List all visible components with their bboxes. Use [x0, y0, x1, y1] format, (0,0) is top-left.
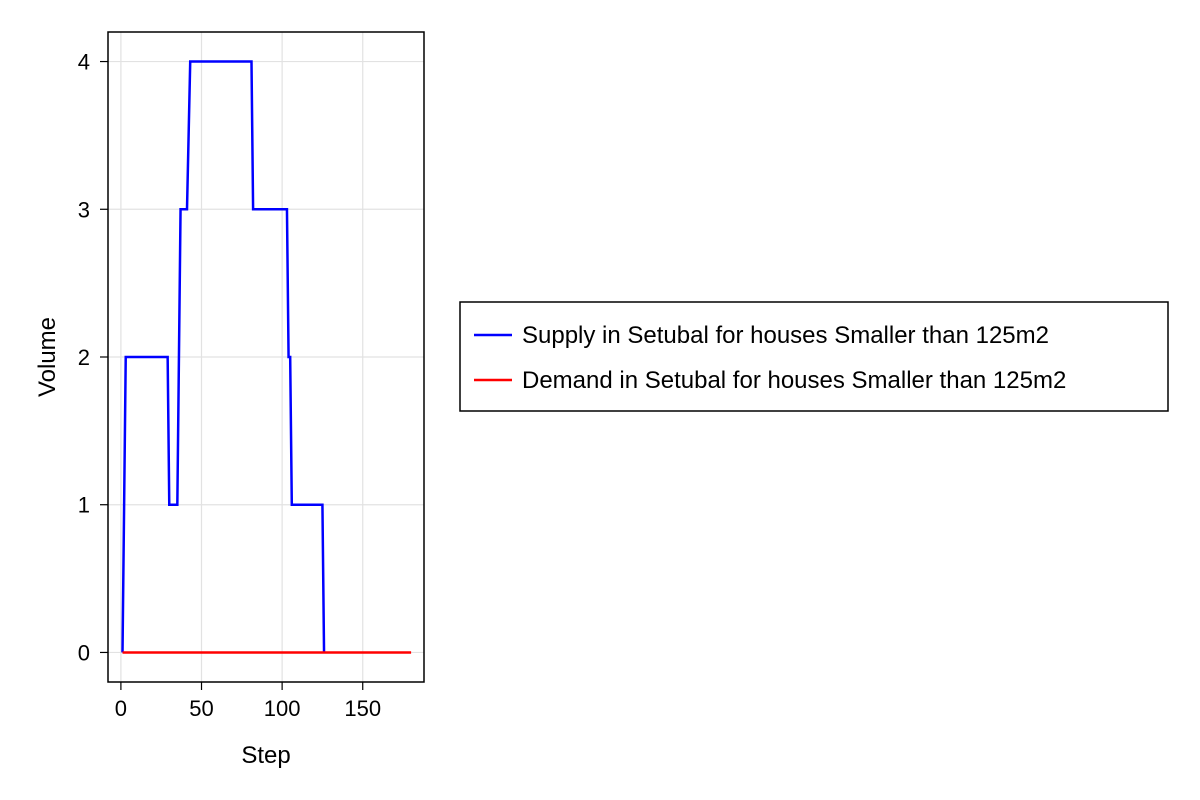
x-tick-label: 100 — [264, 696, 301, 721]
legend-label-demand: Demand in Setubal for houses Smaller tha… — [522, 367, 1066, 394]
y-tick-label: 4 — [78, 50, 90, 75]
legend-box — [459, 301, 1169, 412]
x-tick-label: 150 — [344, 696, 381, 721]
series-line-supply — [121, 60, 326, 653]
x-tick-label: 0 — [115, 696, 127, 721]
y-tick-label: 2 — [78, 345, 90, 370]
x-tick-label: 50 — [189, 696, 213, 721]
y-tick-label: 1 — [78, 493, 90, 518]
x-axis-title: Step — [241, 742, 290, 769]
y-tick-label: 0 — [78, 640, 90, 665]
legend: Supply in Setubal for houses Smaller tha… — [459, 301, 1169, 412]
axis-ticks: 0 50 100 150 0 1 2 3 4 — [78, 50, 381, 721]
y-tick-label: 3 — [78, 197, 90, 222]
y-axis-title: Volume — [34, 317, 61, 397]
legend-label-supply: Supply in Setubal for houses Smaller tha… — [522, 322, 1049, 349]
plot-series — [121, 60, 412, 654]
